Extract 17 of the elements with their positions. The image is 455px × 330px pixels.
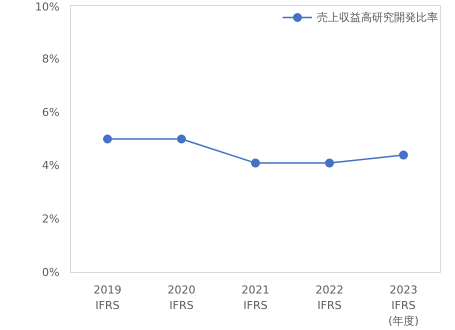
x-tick-label: 2021 IFRS [242,284,270,312]
y-tick-label: 8% [42,52,60,66]
y-tick-label: 6% [42,106,60,119]
x-tick-label: 2023 IFRS (年度) [388,284,419,328]
point [177,134,186,144]
y-tick-label: 4% [42,159,60,172]
point [251,158,260,168]
x-tick-label: 2022 IFRS [316,284,344,312]
legend-label: 売上収益高研究開発比率 [317,10,438,24]
x-tick-label: 2020 IFRS [168,284,196,312]
point [399,150,408,160]
y-tick-label: 2% [42,212,60,226]
y-tick-label: 0% [42,266,60,279]
y-tick-label: 10% [35,0,60,14]
x-tick-label: 2019 IFRS [94,284,122,312]
point [103,134,112,144]
point [325,158,334,168]
